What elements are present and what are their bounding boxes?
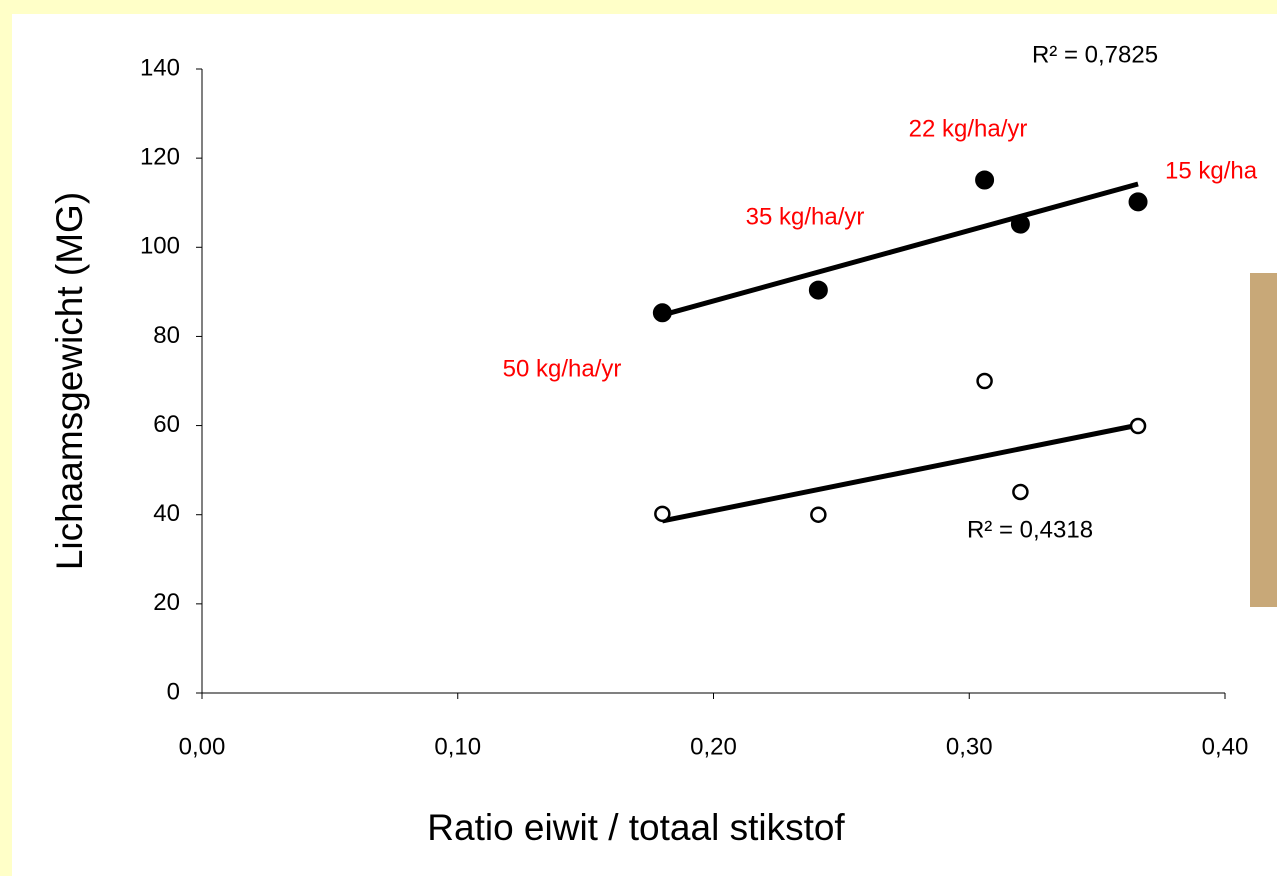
y-tick-label: 100 xyxy=(140,233,180,260)
y-tick-label: 20 xyxy=(153,589,180,616)
annotation: 22 kg/ha/yr xyxy=(909,115,1028,142)
annotation: 15 kg/ha xyxy=(1165,157,1258,184)
y-tick-label: 120 xyxy=(140,143,180,170)
x-tick-label: 0,40 xyxy=(1202,733,1249,760)
data-point xyxy=(654,505,671,523)
x-tick-label: 0,20 xyxy=(690,733,737,760)
r-squared-label: R² = 0,4318 xyxy=(967,516,1093,543)
annotation: 50 kg/ha/yr xyxy=(503,355,622,382)
x-tick-label: 0,30 xyxy=(946,733,993,760)
annotation: 35 kg/ha/yr xyxy=(746,203,865,230)
x-tick-label: 0,10 xyxy=(434,733,481,760)
data-point xyxy=(808,280,828,300)
y-tick-label: 140 xyxy=(140,54,180,81)
data-point xyxy=(976,372,993,390)
slide-panel xyxy=(12,14,1277,876)
photo xyxy=(1250,273,1277,607)
y-tick-label: 0 xyxy=(167,678,180,705)
y-tick-label: 60 xyxy=(153,411,180,438)
y-axis-title: Lichaamsgewicht (MG) xyxy=(49,192,90,570)
data-point xyxy=(975,170,995,190)
x-axis-title: Ratio eiwit / totaal stikstof xyxy=(427,807,845,848)
trend-line xyxy=(661,422,1139,524)
data-point xyxy=(652,303,672,323)
data-point xyxy=(1128,192,1148,212)
y-tick-label: 40 xyxy=(153,500,180,527)
y-tick-label: 80 xyxy=(153,322,180,349)
data-point xyxy=(1012,483,1029,501)
trend-line xyxy=(661,181,1139,318)
x-tick-label: 0,00 xyxy=(179,733,226,760)
r-squared-label: R² = 0,7825 xyxy=(1032,41,1158,68)
data-point xyxy=(1010,214,1030,234)
data-point xyxy=(1129,417,1147,435)
data-point xyxy=(810,506,827,523)
